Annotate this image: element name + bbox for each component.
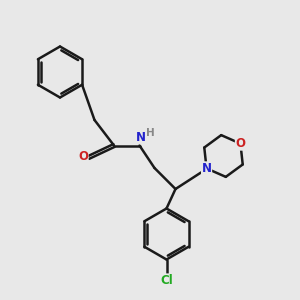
Text: H: H — [146, 128, 154, 138]
Text: N: N — [202, 162, 212, 175]
Text: O: O — [236, 137, 245, 150]
Text: Cl: Cl — [160, 274, 173, 287]
Text: N: N — [136, 130, 146, 144]
Text: O: O — [78, 149, 88, 163]
